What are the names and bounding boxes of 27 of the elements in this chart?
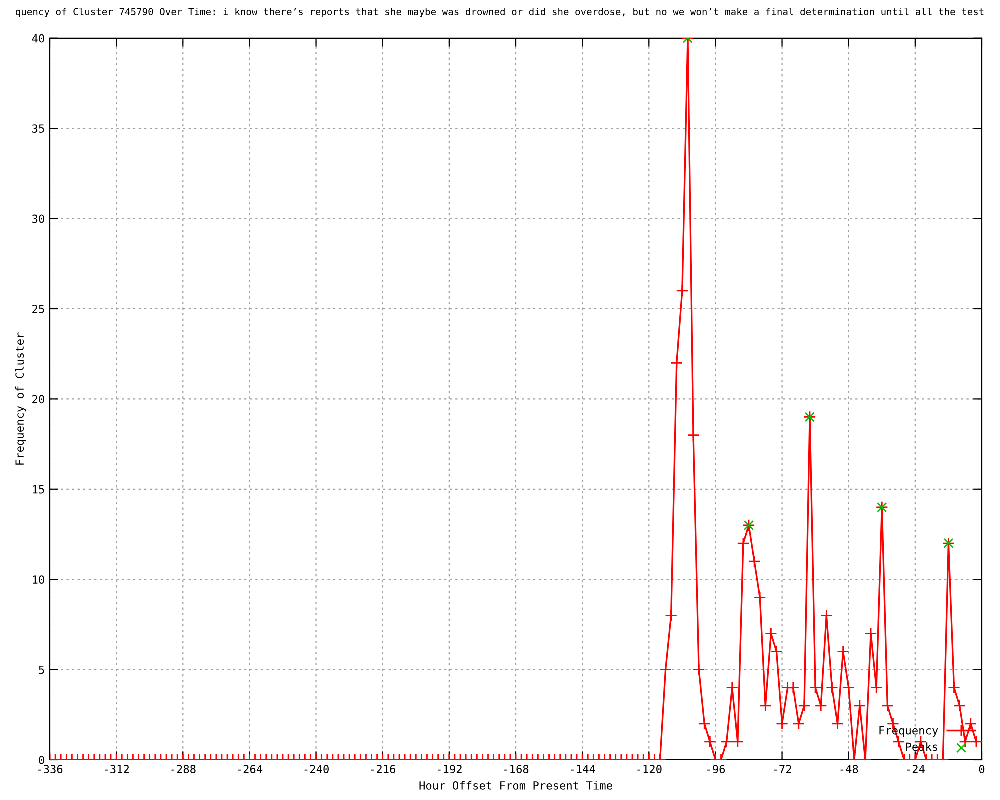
x-tick-label: 0: [979, 765, 985, 774]
x-tick-label: -144: [571, 765, 596, 774]
y-tick-label: 10: [33, 576, 44, 584]
x-tick-label: -264: [238, 765, 263, 774]
y-tick-label: 35: [32, 124, 44, 134]
y-tick-label: 5: [39, 666, 44, 674]
x-tick-label: -312: [105, 765, 130, 774]
x-tick-label: -216: [371, 765, 396, 774]
y-tick-label: 40: [32, 34, 44, 43]
y-tick-label: 30: [32, 214, 44, 224]
x-axis-title: Hour Offset From Present Time: [420, 781, 612, 790]
y-tick-label: 25: [32, 305, 44, 314]
chart-title: quency of Cluster 745790 Over Time: i know there’s reports that she maybe was drowned or did she overdose, but no we won’t make a final determination until all the test: [16, 8, 984, 18]
x-tick-label: -336: [38, 765, 63, 774]
x-tick-label: -24: [907, 765, 925, 774]
x-tick-label: -240: [304, 765, 329, 774]
x-tick-label: -72: [774, 765, 792, 774]
x-tick-label: -168: [504, 765, 529, 774]
y-tick-label: 20: [32, 395, 44, 404]
x-tick-label: -192: [438, 765, 462, 774]
x-tick-label: -120: [638, 765, 662, 774]
x-tick-label: -288: [172, 765, 196, 774]
x-tick-label: -48: [840, 765, 858, 774]
y-tick-label: 0: [39, 756, 44, 764]
y-axis-title: Frequency of Cluster: [15, 332, 26, 465]
y-tick-label: 15: [33, 486, 44, 494]
x-tick-label: -96: [708, 765, 726, 774]
